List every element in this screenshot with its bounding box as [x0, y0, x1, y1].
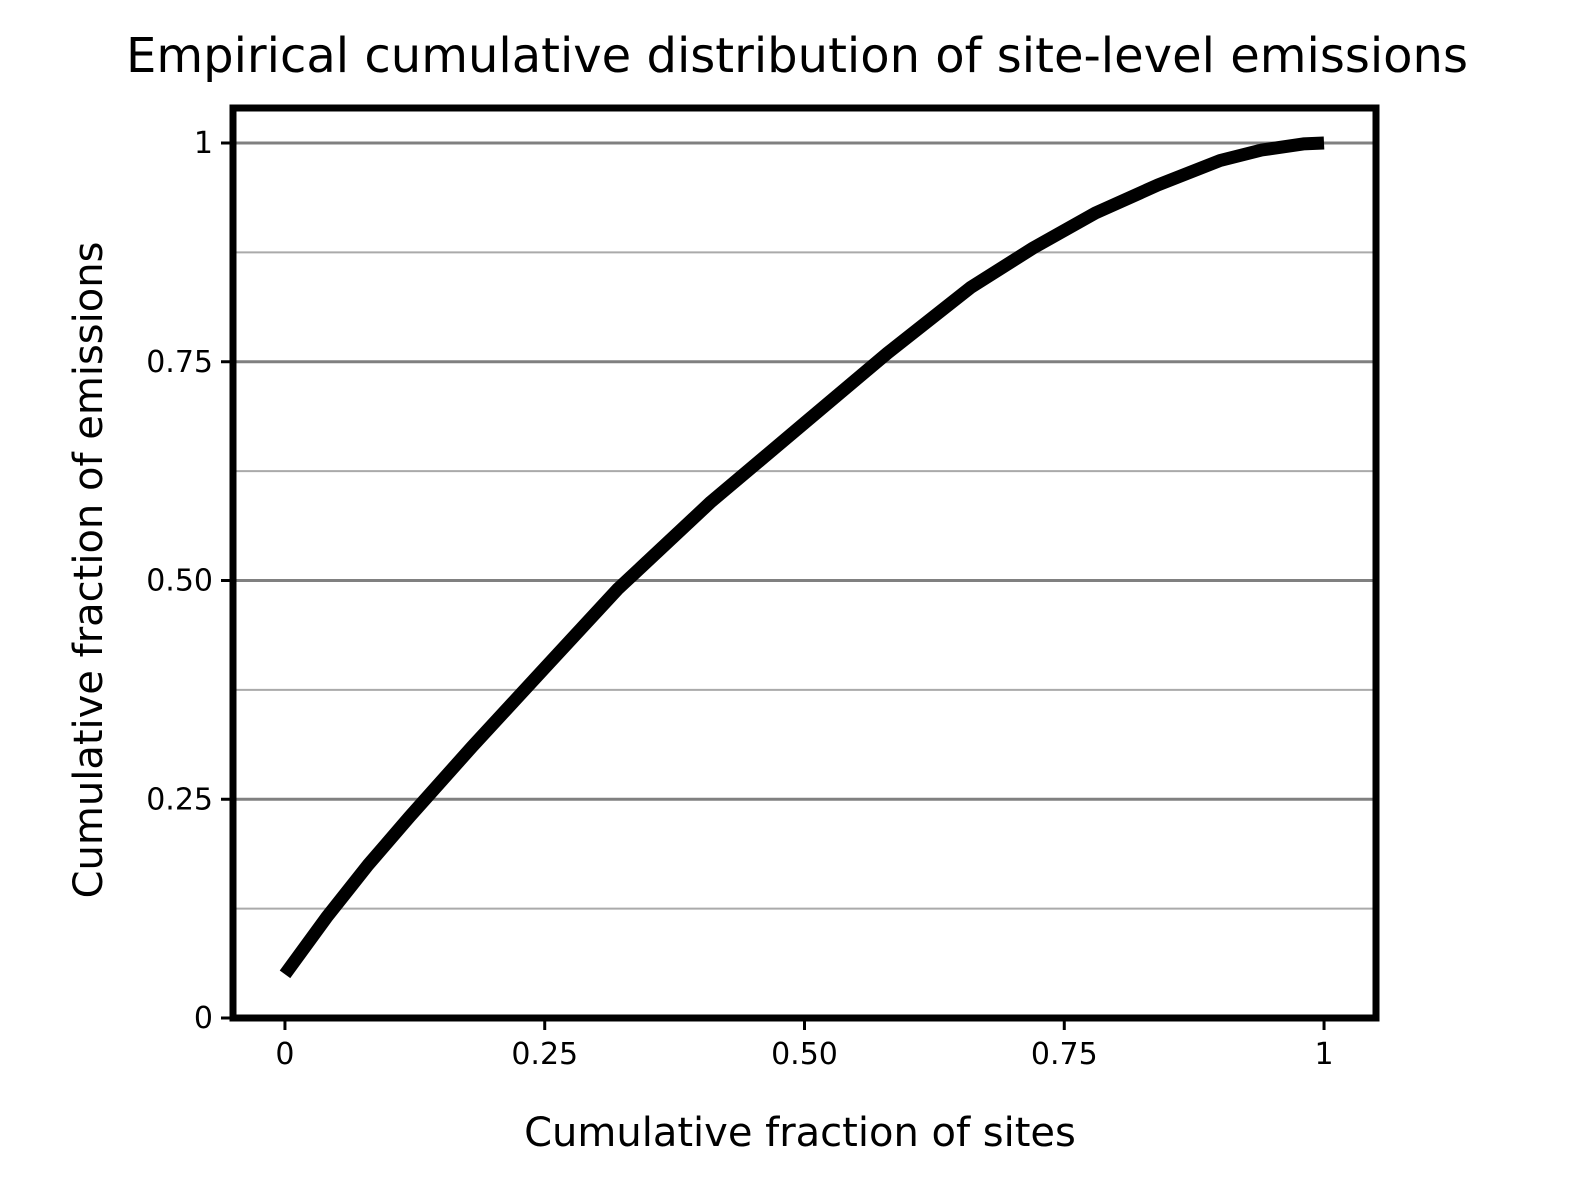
plot-frame: [229, 104, 1380, 1022]
x-axis-title: Cumulative fraction of sites: [524, 1110, 1076, 1156]
y-tick-label: 0.25: [146, 782, 213, 817]
y-tick-label: 0.50: [146, 564, 213, 599]
y-tick-label: 0.75: [146, 345, 213, 380]
chart-title: Empirical cumulative distribution of sit…: [126, 28, 1468, 84]
y-tick-label: 0: [194, 1001, 213, 1036]
x-tick-label: 1: [1314, 1037, 1333, 1072]
x-tick-label: 0: [275, 1037, 294, 1072]
x-tick-label: 0.75: [1031, 1037, 1098, 1072]
y-tick-label: 1: [194, 126, 213, 161]
x-tick-label: 0.50: [771, 1037, 838, 1072]
line-layer: [279, 136, 1325, 979]
tick-layer: 0 0.25 0.50 0.75 1 0 0.25 0.50 0.75 1: [146, 126, 1333, 1072]
ecdf-series-line: [279, 136, 1325, 979]
y-axis-title: Cumulative fraction of emissions: [66, 242, 112, 899]
x-tick-label: 0.25: [511, 1037, 578, 1072]
